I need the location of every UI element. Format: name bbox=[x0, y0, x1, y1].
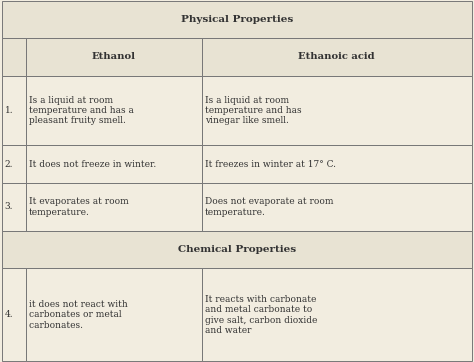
Bar bbox=[26, 146, 202, 183]
Text: It does not freeze in winter.: It does not freeze in winter. bbox=[29, 160, 156, 169]
Bar bbox=[202, 38, 472, 76]
Bar bbox=[26, 269, 202, 361]
Bar bbox=[202, 269, 472, 361]
Bar bbox=[2, 146, 26, 183]
Text: 4.: 4. bbox=[5, 310, 13, 319]
Text: It freezes in winter at 17° C.: It freezes in winter at 17° C. bbox=[205, 160, 336, 169]
Bar bbox=[2, 1, 472, 38]
Text: It evaporates at room
temperature.: It evaporates at room temperature. bbox=[29, 197, 129, 216]
Bar bbox=[26, 76, 202, 146]
Text: Ethanoic acid: Ethanoic acid bbox=[299, 52, 375, 61]
Bar bbox=[2, 231, 472, 269]
Bar bbox=[202, 146, 472, 183]
Text: Chemical Properties: Chemical Properties bbox=[178, 245, 296, 254]
Text: It reacts with carbonate
and metal carbonate to
give salt, carbon dioxide
and wa: It reacts with carbonate and metal carbo… bbox=[205, 295, 318, 335]
Bar bbox=[2, 76, 26, 146]
Bar bbox=[2, 38, 26, 76]
Bar bbox=[202, 183, 472, 231]
Text: Is a liquid at room
temperature and has a
pleasant fruity smell.: Is a liquid at room temperature and has … bbox=[29, 96, 134, 125]
Bar bbox=[26, 38, 202, 76]
Text: Physical Properties: Physical Properties bbox=[181, 15, 293, 24]
Text: Ethanol: Ethanol bbox=[92, 52, 136, 61]
Text: it does not react with
carbonates or metal
carbonates.: it does not react with carbonates or met… bbox=[29, 300, 128, 330]
Text: 2.: 2. bbox=[5, 160, 13, 169]
Bar bbox=[26, 183, 202, 231]
Bar bbox=[202, 76, 472, 146]
Text: Is a liquid at room
temperature and has
vinegar like smell.: Is a liquid at room temperature and has … bbox=[205, 96, 302, 125]
Bar bbox=[2, 269, 26, 361]
Text: 1.: 1. bbox=[5, 106, 13, 115]
Bar bbox=[2, 183, 26, 231]
Text: Does not evaporate at room
temperature.: Does not evaporate at room temperature. bbox=[205, 197, 334, 216]
Text: 3.: 3. bbox=[5, 202, 13, 211]
